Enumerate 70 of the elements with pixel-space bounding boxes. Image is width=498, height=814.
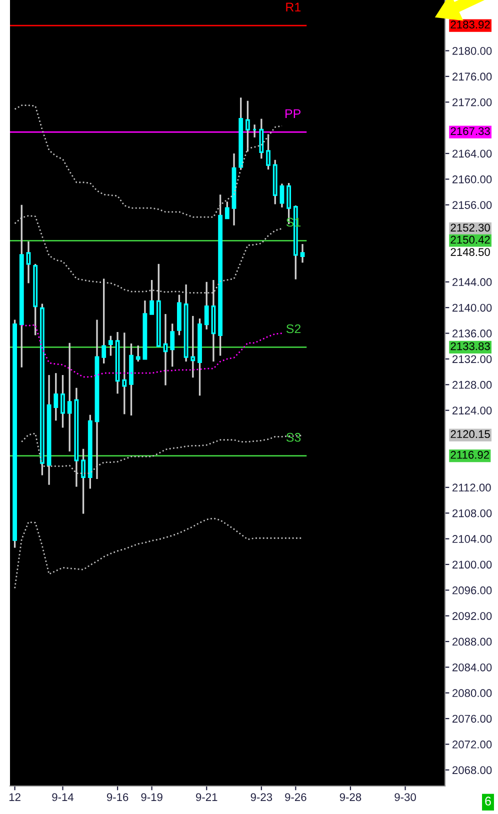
text: 2148.50 — [450, 248, 490, 256]
text: 2120.15 — [450, 430, 490, 438]
y-tick-label: 2108.00 — [452, 509, 492, 518]
ref-line-label: S2 — [286, 324, 301, 334]
y-tick-label: 2088.00 — [452, 638, 492, 646]
x-tick-label: 9-16 — [106, 793, 128, 802]
candlestick — [54, 372, 58, 422]
candlestick — [190, 315, 196, 378]
y-tick-label: 2104.00 — [452, 535, 492, 543]
ref-line-label: PP — [285, 109, 300, 118]
text: 2133.83 — [450, 342, 490, 350]
candlestick — [224, 200, 230, 220]
text: 2116.92 — [450, 450, 490, 459]
candlestick — [67, 342, 72, 452]
y-tick-label: 2112.00 — [452, 484, 491, 492]
candlestick — [102, 278, 106, 364]
candlestick — [81, 448, 86, 515]
text: 2167.33 — [450, 127, 490, 136]
y-tick-label: 2160.00 — [452, 175, 492, 184]
x-tick-label: 9-30 — [394, 793, 416, 802]
y-tick-label: 2080.00 — [452, 689, 492, 698]
x-tick-label: 12 — [9, 793, 20, 801]
candlestick — [204, 281, 209, 330]
line-series — [20, 324, 283, 378]
candlestick — [163, 313, 168, 386]
x-tick-label: 9-21 — [196, 793, 218, 802]
y-tick-label: 2072.00 — [452, 740, 492, 748]
candlestick — [280, 182, 284, 208]
y-tick-label: 2076.00 — [452, 714, 492, 723]
y-tick-label: 2136.00 — [452, 330, 492, 338]
x-tick-label: 9-14 — [52, 793, 74, 802]
x-tick-label: 9-19 — [141, 793, 162, 802]
y-tick-label: 2144.00 — [452, 278, 492, 286]
y-tick-label: 2124.00 — [452, 406, 492, 414]
candlestick — [60, 374, 65, 429]
text: 2150.42 — [450, 236, 490, 244]
y-tick-label: 2180.00 — [452, 47, 492, 55]
y-tick-label: 2140.00 — [452, 304, 492, 312]
y-tick-label: 2176.00 — [452, 72, 492, 81]
y-tick-label: 2100.00 — [452, 560, 492, 569]
x-tick-label: 9-26 — [285, 793, 306, 802]
candlestick — [246, 100, 250, 152]
y-tick-label: 2128.00 — [452, 380, 492, 389]
text: 2152.30 — [450, 224, 490, 232]
y-tick-label: 2084.00 — [452, 663, 492, 672]
y-tick-label: 2156.00 — [452, 201, 492, 209]
y-tick-label: 2096.00 — [452, 586, 492, 594]
y-tick-label: 2172.00 — [452, 98, 492, 106]
y-tick-label: 2132.00 — [452, 355, 492, 364]
candlestick — [108, 335, 113, 357]
candlestick — [26, 240, 31, 284]
line-series — [14, 104, 283, 218]
candlestick — [266, 133, 270, 170]
candlestick — [122, 332, 127, 416]
line-series — [14, 215, 283, 294]
x-tick-label: 9-28 — [340, 793, 362, 802]
text: 6 — [485, 796, 491, 806]
candlestick — [136, 344, 140, 362]
candlestick — [300, 243, 305, 264]
ref-line-label: S3 — [286, 432, 301, 442]
candlestick — [259, 118, 264, 160]
x-tick-label: 9-23 — [250, 793, 272, 802]
y-tick-label: 2068.00 — [452, 766, 492, 774]
ref-line-label: R1 — [286, 2, 301, 12]
y-tick-label: 2092.00 — [452, 612, 492, 620]
line-series — [14, 518, 304, 589]
candlestick — [170, 322, 175, 368]
y-tick-label: 2164.00 — [452, 150, 492, 158]
text: 2183.92 — [450, 20, 490, 29]
candlestick — [150, 279, 154, 315]
